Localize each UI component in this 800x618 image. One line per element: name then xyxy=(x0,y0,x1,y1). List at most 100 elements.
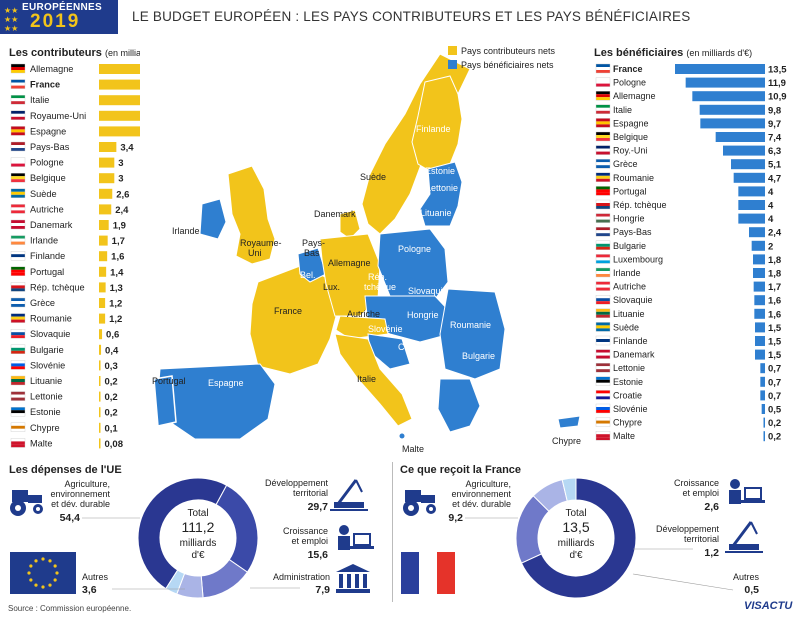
slice-name: et emploi xyxy=(291,536,328,546)
contributor-value: 0,2 xyxy=(105,377,118,388)
contributor-bar xyxy=(99,235,108,246)
beneficiary-bar xyxy=(753,281,765,292)
flag-icon xyxy=(595,240,611,251)
map-label: Suède xyxy=(360,172,386,182)
flag-icon xyxy=(10,344,26,354)
map-label: Pologne xyxy=(398,244,431,254)
contributor-label: Pologne xyxy=(30,158,64,168)
contributor-value: 0,6 xyxy=(106,330,119,341)
flag-icon xyxy=(595,335,611,346)
eu-flag-icon xyxy=(10,552,76,594)
beneficiaries-title: Les bénéficiaires (en milliards d'€) xyxy=(594,47,752,59)
contributors-title: Les contributeurs (en milliards d'€) xyxy=(9,47,171,59)
beneficiary-value: 1,5 xyxy=(768,337,782,348)
beneficiary-bar xyxy=(749,227,765,238)
beneficiary-label: Suède xyxy=(613,322,639,332)
legend-swatch-contributors xyxy=(448,46,457,55)
beneficiary-bar xyxy=(753,254,765,265)
flag-icon xyxy=(595,213,611,223)
contributor-label: Danemark xyxy=(30,220,73,230)
beneficiary-value: 10,9 xyxy=(768,92,787,103)
beneficiary-value: 4 xyxy=(768,187,774,198)
map-country-uk xyxy=(227,165,276,265)
brand-logo: VISACTU xyxy=(744,600,793,612)
contributor-bar xyxy=(99,157,115,168)
slice-value: 15,6 xyxy=(308,549,329,561)
beneficiary-label: Rép. tchèque xyxy=(613,200,667,210)
flag-icon xyxy=(595,431,611,441)
flag-icon xyxy=(10,63,26,74)
europe-map: Pays contributeurs nets Pays bénéficiair… xyxy=(140,34,595,454)
slice-value: 0,5 xyxy=(744,584,759,596)
flag-icon xyxy=(10,422,26,432)
map-label: Pays- xyxy=(302,238,325,248)
contributor-value: 3 xyxy=(118,174,123,185)
contributor-bar xyxy=(99,407,101,418)
beneficiary-bar xyxy=(763,417,765,428)
slice-name: Croissance xyxy=(674,478,719,488)
flag-icon xyxy=(10,438,26,448)
map-label: Danemark xyxy=(314,209,356,219)
flag-icon xyxy=(10,79,26,89)
beneficiary-value: 0,5 xyxy=(768,405,782,416)
map-country-romania-bulgaria xyxy=(439,288,506,380)
contributor-label: Allemagne xyxy=(30,64,73,74)
beneficiary-label: France xyxy=(613,64,643,74)
flag-icon xyxy=(595,403,611,414)
beneficiary-label: Estonie xyxy=(613,377,643,387)
contributor-label: Grèce xyxy=(30,298,55,308)
beneficiary-value: 1,6 xyxy=(768,309,781,320)
beneficiary-bar xyxy=(700,118,765,129)
map-label: Lettonie xyxy=(426,183,458,193)
map-label: Slovénie xyxy=(368,324,403,334)
slice-name: environnement xyxy=(50,489,110,499)
map-label: Grèce xyxy=(476,418,501,428)
donut-slice xyxy=(215,484,259,573)
badge-line1: EUROPÉENNES xyxy=(22,2,102,13)
contributor-bar xyxy=(99,329,103,340)
beneficiaries-title-text: Les bénéficiaires xyxy=(594,47,684,59)
beneficiary-value: 1,8 xyxy=(768,269,781,280)
beneficiary-value: 2,4 xyxy=(768,228,782,239)
flag-icon xyxy=(10,266,26,277)
map-label: Irlande xyxy=(172,226,200,236)
crane-icon xyxy=(725,521,763,553)
beneficiary-bar xyxy=(738,186,765,197)
flag-icon xyxy=(10,391,26,401)
donut-center-label: d'€ xyxy=(569,550,582,561)
contributor-label: Slovénie xyxy=(30,360,65,370)
beneficiary-bar xyxy=(699,104,765,115)
contributor-value: 0,3 xyxy=(105,361,118,372)
contributor-label: Chypre xyxy=(30,423,60,433)
beneficiary-label: Allemagne xyxy=(613,91,656,101)
beneficiary-bar xyxy=(760,376,765,387)
contributors-unit: (en milliards d'€) xyxy=(104,48,171,58)
eu-spending-title: Les dépenses de l'UE xyxy=(9,464,122,476)
contributor-label: Suède xyxy=(30,189,57,199)
map-label: Hongrie xyxy=(407,310,439,320)
slice-name: Agriculture, xyxy=(64,479,110,489)
beneficiary-bar xyxy=(755,336,765,346)
beneficiary-label: Croatie xyxy=(613,390,642,400)
beneficiary-bar xyxy=(731,159,765,170)
contributor-value: 0,2 xyxy=(105,392,118,403)
contributor-label: Slovaquie xyxy=(30,329,70,339)
beneficiary-label: Roy.-Uni xyxy=(613,146,647,156)
worker-laptop-icon xyxy=(338,525,374,550)
contributor-value: 3,4 xyxy=(120,143,134,154)
beneficiary-value: 6,3 xyxy=(768,146,781,157)
contributor-label: Portugal xyxy=(30,267,64,277)
contributors-title-text: Les contributeurs xyxy=(9,47,102,59)
contributor-label: Finlande xyxy=(30,251,65,261)
contributor-value: 1,7 xyxy=(112,236,125,247)
map-label: Roumanie xyxy=(450,320,491,330)
map-label: Lituanie xyxy=(420,208,452,218)
map-label: Chypre xyxy=(552,436,581,446)
beneficiary-value: 1,5 xyxy=(768,323,782,334)
contributor-value: 1,3 xyxy=(110,283,123,294)
contributor-value: 1,9 xyxy=(113,221,126,232)
slice-value: 1,2 xyxy=(704,547,719,559)
map-label: Bulgarie xyxy=(462,351,495,361)
